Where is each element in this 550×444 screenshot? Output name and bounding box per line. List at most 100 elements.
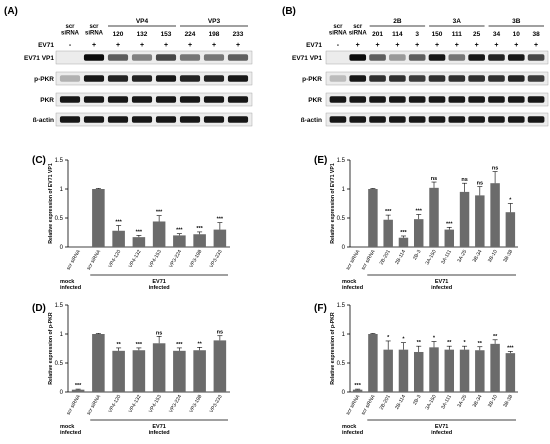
x-tick-label: scr siRNA (66, 248, 83, 271)
group-label: 3A (453, 18, 462, 25)
bar (459, 349, 470, 392)
lane-header-scr-line: siRNA (349, 30, 368, 36)
lane-header: 132 (137, 31, 148, 38)
x-tick-label: 2B-114 (394, 394, 407, 411)
group-label-line: infected (431, 430, 452, 436)
bar (92, 334, 105, 392)
x-tick-label: 3A-25 (456, 394, 468, 409)
y-axis-title: Relative expression of p-PKR (330, 312, 336, 385)
significance-label: ** (478, 341, 483, 347)
bar (505, 353, 516, 392)
significance-label: *** (385, 209, 392, 215)
y-axis-title: Relative expression of p-PKR (48, 312, 54, 385)
blot-row-label: p-PKR (34, 76, 54, 83)
bar (475, 195, 485, 247)
significance-label: *** (176, 342, 183, 348)
blot-band (507, 116, 525, 123)
bar (505, 212, 516, 247)
bar (71, 389, 85, 392)
significance-label: *** (217, 217, 224, 223)
ev71-sign: + (395, 42, 399, 49)
y-tick-label: 0 (342, 245, 346, 251)
x-tick-label: scr siRNA (360, 393, 377, 416)
ev71-sign: + (116, 42, 120, 49)
bar (490, 183, 500, 247)
y-tick-label: 1.5 (337, 158, 346, 164)
lane-header-scr-line: siRNA (85, 30, 104, 36)
blot-band (468, 96, 485, 103)
ev71-row-label: EV71 (306, 42, 322, 49)
blot-band (488, 96, 505, 103)
blot-band (227, 96, 249, 103)
x-tick-label: VP3-224 (168, 249, 183, 269)
blot-band (369, 116, 386, 123)
group-label-line: infected (149, 285, 170, 291)
x-tick-label: 3B-38 (502, 249, 514, 264)
blot-band (428, 116, 446, 123)
ev71-sign: + (92, 42, 96, 49)
lane-header: 111 (452, 31, 463, 38)
blot-band (428, 54, 446, 61)
ev71-row-label: EV71 (38, 42, 54, 49)
group-label: mock infected (60, 279, 81, 291)
panel-label: (A) (4, 6, 18, 17)
x-tick-label: 3B-10 (487, 394, 499, 409)
group-label-line: infected (149, 430, 170, 436)
lane-header-scr-line: scr (353, 24, 363, 30)
blot-band (389, 96, 406, 103)
group-label: 3B (512, 18, 521, 25)
blot-band (203, 116, 225, 123)
blot-band (155, 75, 177, 82)
ev71-sign: - (69, 42, 72, 49)
ev71-sign: + (164, 42, 168, 49)
bar (132, 237, 146, 247)
lane-header: 153 (161, 31, 172, 38)
y-tick-label: 1 (342, 187, 346, 193)
significance-label: *** (507, 345, 514, 351)
y-axis-title: Relative expression of EV71 VP1 (48, 163, 54, 244)
blot-band (203, 96, 225, 103)
lane-header: 25 (473, 31, 481, 38)
blot-band (507, 75, 525, 82)
ev71-sign: + (514, 42, 518, 49)
bar (398, 349, 409, 392)
x-tick-label: scr siRNA (86, 393, 103, 416)
significance-label: ** (493, 334, 498, 340)
ev71-sign: + (375, 42, 379, 49)
group-label-line: EV71 (435, 424, 448, 430)
group-label: mock infected (342, 279, 363, 291)
y-tick-label: 1 (60, 187, 64, 193)
blot-band (527, 96, 545, 103)
ev71-sign: + (475, 42, 479, 49)
x-tick-label: 3A-111 (440, 249, 453, 266)
group-label-line: EV71 (435, 279, 448, 285)
bar (193, 234, 206, 247)
blot-band (468, 54, 485, 61)
blot-band (155, 96, 177, 103)
bar (213, 229, 227, 247)
blot-band (107, 75, 129, 82)
group-label-line: EV71 (152, 424, 165, 430)
blot-band (428, 75, 446, 82)
group-label-line: infected (342, 430, 363, 436)
group-label-line: infected (60, 285, 81, 291)
x-tick-label: scr siRNA (345, 393, 362, 416)
blot-band (369, 75, 386, 82)
significance-label: ns (431, 176, 437, 182)
x-tick-label: VP3-198 (188, 249, 203, 269)
significance-label: * (509, 198, 512, 204)
ev71-sign: - (337, 42, 340, 49)
panel-label: (F) (314, 303, 327, 314)
group-label: VP3 (208, 18, 221, 25)
lane-header-scr: scr siRNA (85, 24, 104, 36)
blot-band (227, 54, 249, 61)
lane-header-scr-line: scr (333, 24, 343, 30)
blot-band (527, 116, 545, 123)
significance-label: * (433, 336, 436, 342)
x-tick-label: VP4-132 (128, 394, 143, 414)
x-tick-label: VP3-198 (188, 394, 203, 414)
